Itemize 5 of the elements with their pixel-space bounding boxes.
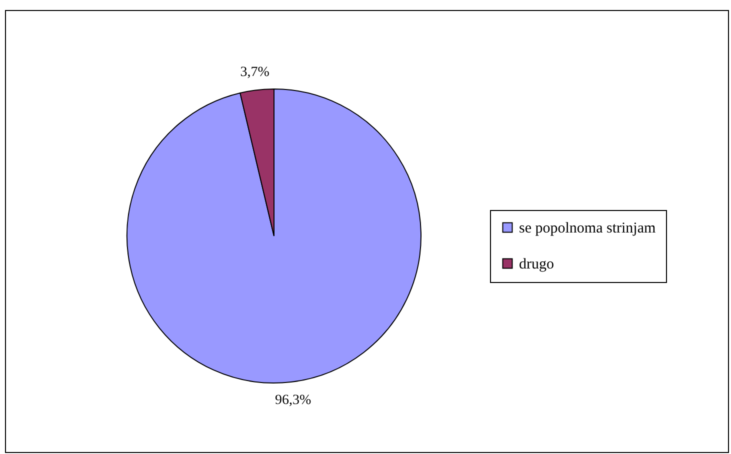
data-label: 96,3%	[275, 392, 312, 408]
data-label: 3,7%	[240, 65, 270, 80]
legend-label: se popolnoma strinjam	[519, 220, 656, 236]
pie-slice	[126, 88, 422, 384]
legend-label: drugo	[519, 256, 554, 272]
